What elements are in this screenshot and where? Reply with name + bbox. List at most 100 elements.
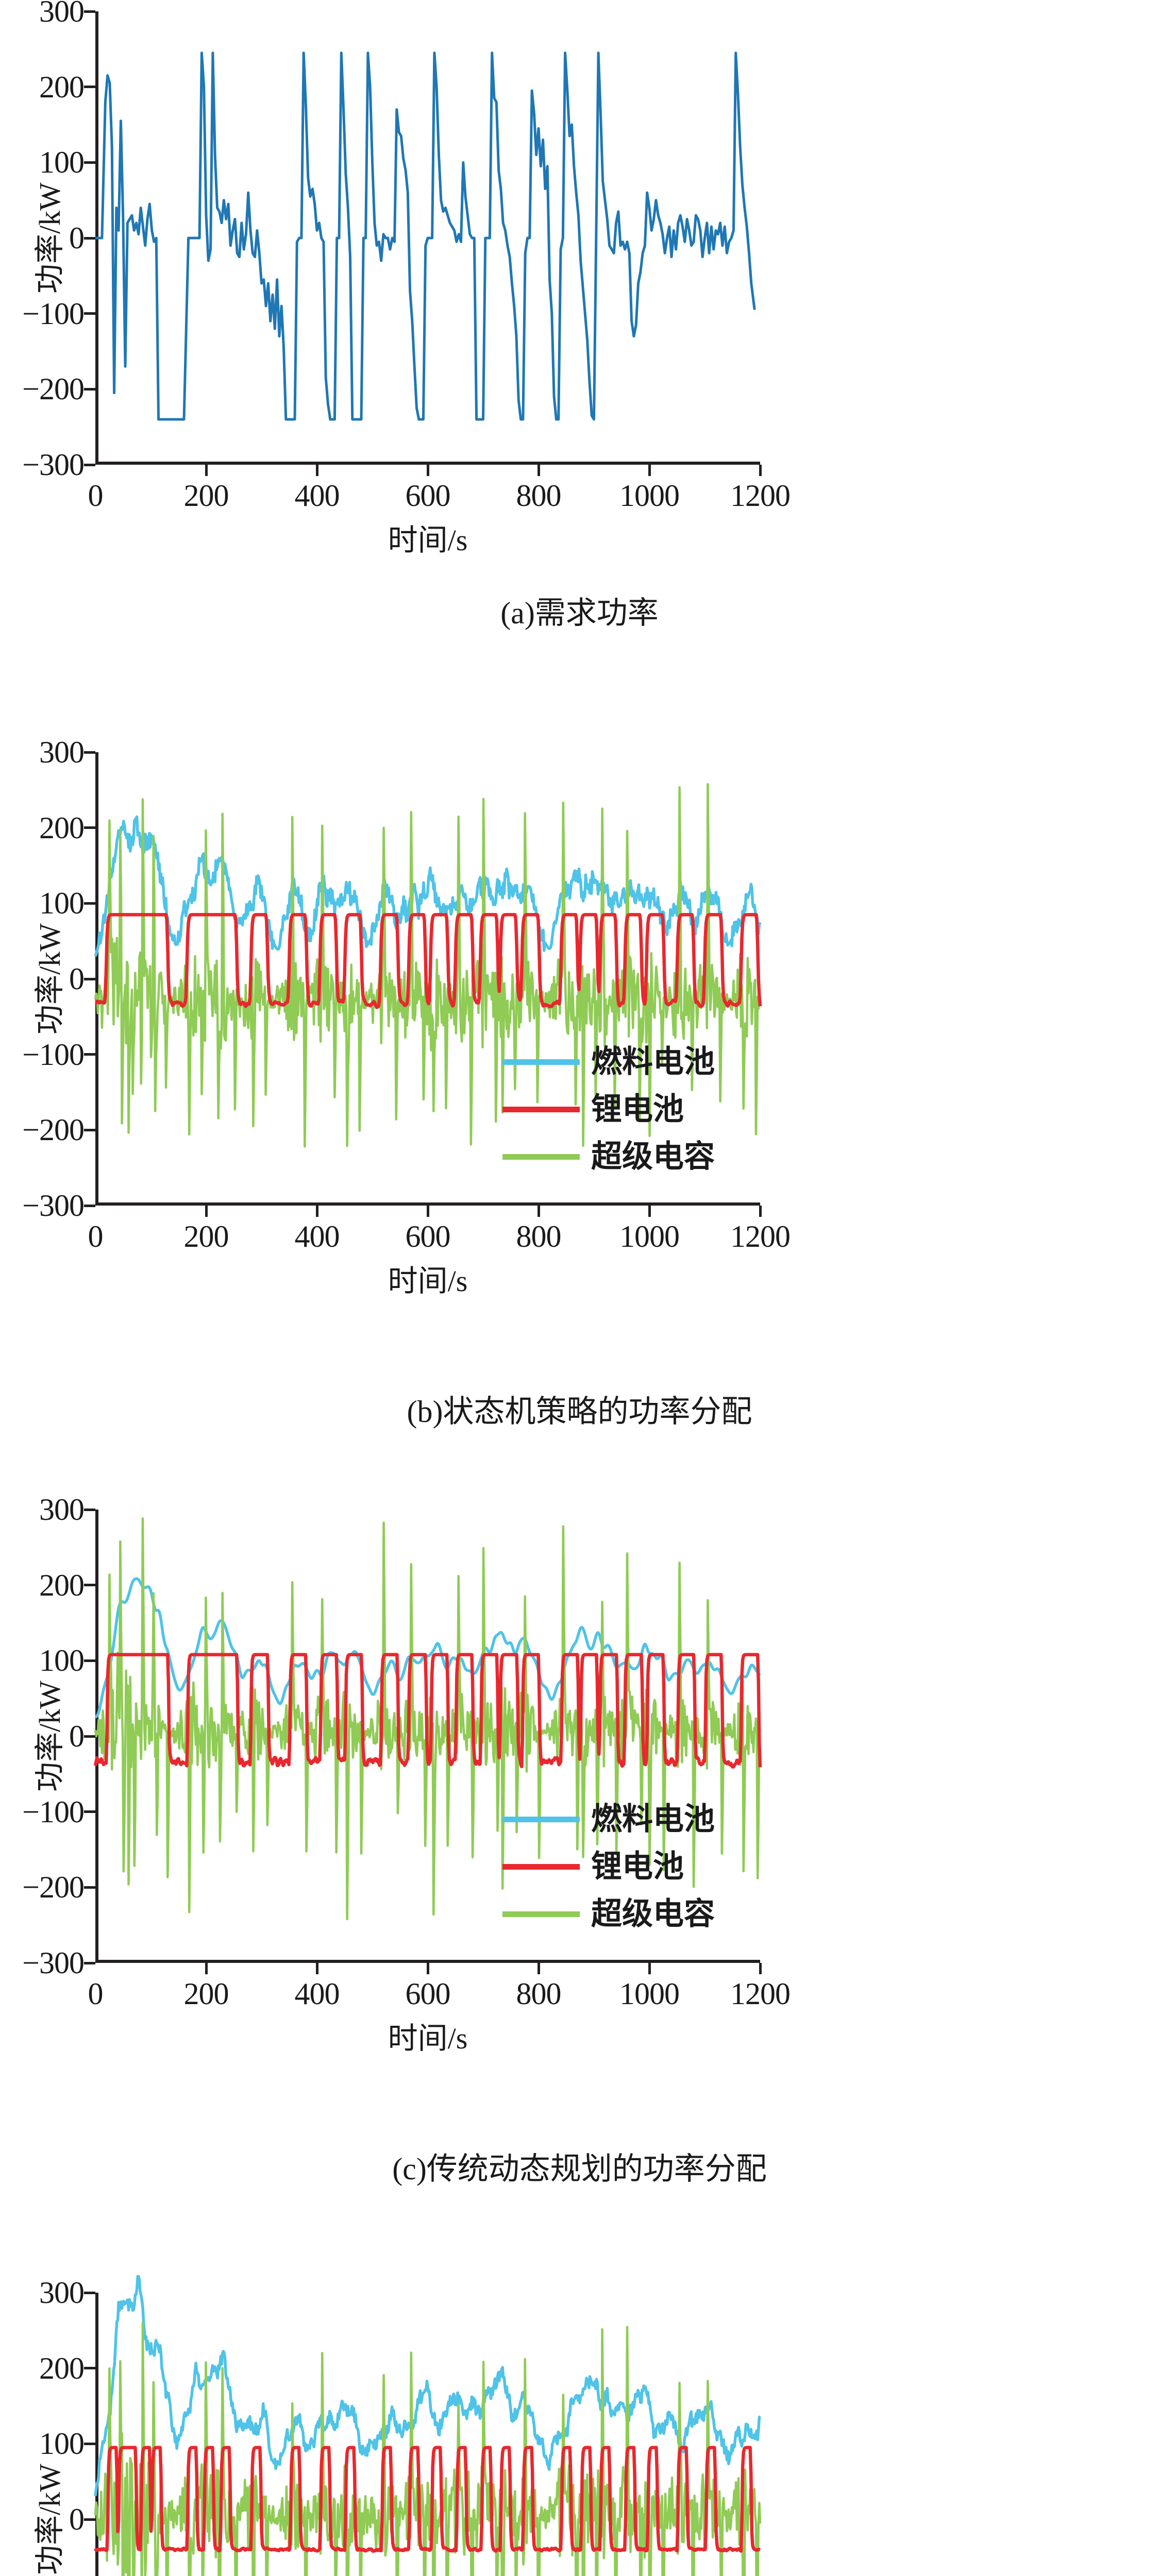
legend-b: 燃料电池锂电池超级电容 [502, 1038, 715, 1180]
x-axis-title: 时间/s [388, 523, 468, 557]
x-tick-label: 400 [294, 1219, 340, 1253]
legend-color-swatch [502, 1059, 580, 1065]
y-tick-label: 200 [39, 1568, 85, 1602]
x-tick-mark [426, 1206, 429, 1217]
x-tick-mark [648, 1963, 651, 1974]
axes-b: 300 200 100 0 −100 −200 −300 0 200 400 600 800 1000… [22, 737, 791, 1296]
y-tick-mark [84, 161, 95, 164]
y-axis-spine [95, 752, 98, 1206]
x-tick-label: 200 [183, 1219, 229, 1253]
x-tick-label: 800 [516, 479, 562, 513]
y-tick-mark [84, 751, 95, 754]
x-axis-spine [95, 1960, 760, 1963]
y-tick-mark [84, 1204, 95, 1207]
y-axis-spine [95, 2293, 98, 2576]
legend-label: 燃料电池 [591, 1044, 715, 1079]
x-tick-label: 1200 [730, 1219, 791, 1253]
x-tick-mark [426, 465, 429, 476]
y-tick-mark [84, 1508, 95, 1511]
y-tick-mark [84, 387, 95, 391]
legend-color-swatch [502, 1863, 580, 1870]
panel-a: 300 200 100 0 −100 −200 −300 0 200 400 600 800 1000… [0, 0, 1159, 659]
x-tick-mark [537, 465, 540, 476]
y-tick-label: −100 [22, 1794, 85, 1829]
y-axis-title: 功率/kW [32, 923, 66, 1035]
legend-color-swatch [502, 1816, 580, 1822]
x-tick-label: 200 [183, 479, 229, 513]
plot-traces-a [95, 52, 756, 421]
y-tick-mark [84, 236, 95, 240]
y-tick-label: 100 [39, 145, 85, 180]
y-tick-mark [84, 10, 95, 13]
y-tick-mark [84, 1128, 95, 1131]
x-tick-label: 400 [294, 479, 340, 513]
y-tick-mark [84, 1053, 95, 1056]
x-tick-label: 0 [88, 1219, 104, 1253]
y-tick-mark [84, 902, 95, 905]
x-tick-mark [537, 1206, 540, 1217]
y-tick-mark [84, 977, 95, 980]
y-tick-label: −100 [22, 296, 85, 331]
y-tick-label: −300 [22, 1189, 85, 1223]
legend-label: 超级电容 [591, 1896, 715, 1931]
y-tick-label: 0 [69, 1719, 85, 1753]
legend-color-swatch [502, 1154, 580, 1160]
x-tick-label: 600 [405, 1219, 451, 1253]
y-tick-label: 200 [39, 2351, 85, 2385]
y-tick-mark [84, 1961, 95, 1964]
y-tick-label: −100 [22, 1037, 85, 1072]
x-tick-mark [205, 1963, 208, 1974]
x-tick-label: 1200 [730, 479, 791, 513]
axes-a: 300 200 100 0 −100 −200 −300 0 200 400 600 800 1000… [22, 0, 791, 555]
x-axis-title: 时间/s [388, 2022, 468, 2055]
y-tick-label: −300 [22, 448, 85, 482]
y-tick-mark [84, 2367, 95, 2370]
panel-b: 300 200 100 0 −100 −200 −300 0 200 400 600 800 1000… [0, 721, 1159, 1463]
legend-label: 锂电池 [591, 1092, 684, 1126]
y-tick-label: 300 [39, 2276, 85, 2310]
x-tick-label: 800 [516, 1219, 562, 1253]
legend-item: 锂电池 [502, 1086, 715, 1133]
panel-c: 300 200 100 0 −100 −200 −300 0 200 400 600 800 1000… [0, 1479, 1159, 2221]
y-tick-mark [84, 312, 95, 315]
y-tick-label: 0 [69, 2502, 85, 2536]
legend-label: 锂电池 [591, 1849, 684, 1884]
x-tick-mark [426, 1963, 429, 1974]
x-tick-mark [537, 1963, 540, 1974]
y-axis-title: 功率/kW [32, 1681, 66, 1792]
y-tick-label: −200 [22, 1870, 85, 1905]
x-tick-mark [315, 1206, 318, 1217]
legend-item: 锂电池 [502, 1843, 715, 1890]
y-tick-label: 0 [69, 962, 85, 996]
y-tick-mark [84, 1735, 95, 1738]
y-tick-label: 200 [39, 70, 85, 104]
legend-color-swatch [502, 1911, 580, 1917]
legend-color-swatch [502, 1106, 580, 1112]
x-tick-mark [205, 1206, 208, 1217]
panel-caption-a: (a)需求功率 [500, 596, 659, 630]
x-axis-spine [95, 462, 760, 465]
y-tick-label: −200 [22, 1113, 85, 1147]
x-tick-mark [648, 465, 651, 476]
y-tick-mark [84, 2291, 95, 2294]
x-tick-mark [315, 1963, 318, 1974]
x-tick-label: 0 [88, 479, 104, 513]
y-tick-mark [84, 2442, 95, 2445]
y-tick-label: 0 [69, 221, 85, 255]
y-tick-mark [84, 2518, 95, 2521]
legend-label: 超级电容 [591, 1139, 715, 1174]
legend-item: 超级电容 [502, 1133, 715, 1180]
axes-c: 300 200 100 0 −100 −200 −300 0 200 400 600 800 1000… [22, 1494, 791, 2054]
x-tick-label: 0 [88, 1977, 104, 2011]
legend-label: 燃料电池 [591, 1802, 715, 1836]
y-tick-mark [84, 1584, 95, 1587]
plot-traces-d [94, 2275, 762, 2576]
x-tick-label: 600 [405, 1977, 451, 2011]
x-tick-label: 400 [294, 1977, 340, 2011]
x-tick-mark [315, 465, 318, 476]
x-tick-label: 1000 [619, 479, 680, 513]
y-axis-title: 功率/kW [32, 182, 66, 294]
